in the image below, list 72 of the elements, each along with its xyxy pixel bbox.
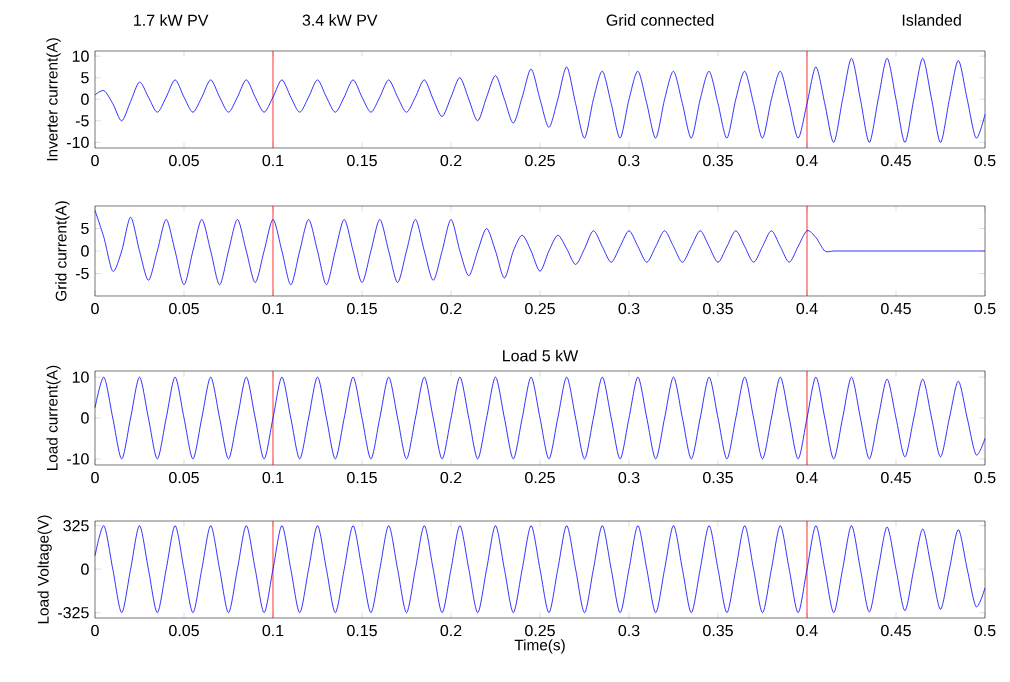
x-tick-label: 0.1 [262,471,284,484]
x-tick-label: 0.2 [440,471,462,484]
y-axis-title: Load current(A) [46,365,61,471]
x-tick-label: 0 [91,302,99,315]
x-axis-title: Time(s) [514,639,565,654]
x-tick-label: 0 [91,154,99,167]
x-tick-label: 0.1 [262,154,284,167]
y-tick-label: 10 [72,371,89,383]
x-tick-label: 0.35 [703,154,733,167]
x-tick-label: 0.05 [169,624,199,637]
text: 3.4 kW PV [302,14,378,26]
x-tick-label: 0.45 [881,471,911,484]
x-tick-label: 0.4 [796,154,818,167]
y-tick-label: -325 [58,606,89,619]
y-axis-title: Grid current(A) [55,201,70,301]
y-tick-label: -10 [66,136,89,149]
x-tick-label: 0.45 [881,624,911,637]
x-tick-label: 0.45 [881,302,911,315]
line-series [94,525,986,614]
x-tick-label: 0.45 [881,154,911,167]
y-axis-title: Inverter current(A) [46,38,61,161]
y-tick-label: 0 [81,245,89,257]
chart-title: Load 5 kW [503,349,579,362]
x-tick-label: 0.05 [169,154,199,167]
x-tick-label: 0.5 [974,154,996,167]
x-tick-label: 0.4 [796,471,818,484]
x-tick-label: 0.3 [618,624,640,637]
line-series [94,57,986,143]
x-tick-label: 0.3 [618,154,640,167]
y-tick-label: -10 [66,453,89,465]
x-tick-label: 0 [91,624,99,637]
x-tick-label: 0.25 [525,624,555,637]
x-tick-label: 0.2 [440,154,462,167]
y-tick-label: 0 [81,563,89,575]
x-tick-label: 0.4 [796,302,818,315]
x-tick-label: 0.5 [974,624,996,637]
x-tick-label: 0.05 [169,302,199,315]
x-tick-label: 0.5 [974,302,996,315]
x-tick-label: 0.15 [347,624,377,637]
y-tick-label: 5 [81,222,89,235]
y-tick-label: 325 [63,520,89,532]
text: Grid connected [606,14,714,26]
line-series [94,376,986,460]
y-tick-label: 10 [72,50,89,62]
x-tick-label: 0.2 [440,302,462,315]
x-tick-label: 0 [91,471,99,484]
x-tick-label: 0.25 [525,471,555,484]
x-tick-label: 0.35 [703,624,733,637]
x-tick-label: 0.25 [525,302,555,315]
x-tick-label: 0.15 [347,302,377,315]
y-tick-label: 5 [81,72,89,84]
y-tick-label: 0 [81,93,89,105]
x-tick-label: 0.5 [974,471,996,484]
y-tick-label: -5 [75,115,89,127]
x-tick-label: 0.35 [703,302,733,315]
x-tick-label: 0.1 [262,624,284,637]
x-tick-label: 0.15 [347,154,377,167]
x-tick-label: 0.3 [618,302,640,315]
x-tick-label: 0.3 [618,471,640,484]
x-tick-label: 0.4 [796,624,818,637]
text: 1.7 kW PV [134,14,209,26]
x-tick-label: 0.35 [703,471,733,484]
line-series [94,210,986,286]
y-tick-label: 0 [81,412,89,424]
y-tick-label: -5 [75,267,89,280]
x-tick-label: 0.05 [169,471,199,484]
y-axis-title: Load Voltage(V) [37,515,52,624]
text: Islanded [902,14,961,26]
x-tick-label: 0.1 [262,302,284,315]
x-tick-label: 0.15 [347,471,377,484]
x-tick-label: 0.25 [525,154,555,167]
x-tick-label: 0.2 [440,624,462,637]
